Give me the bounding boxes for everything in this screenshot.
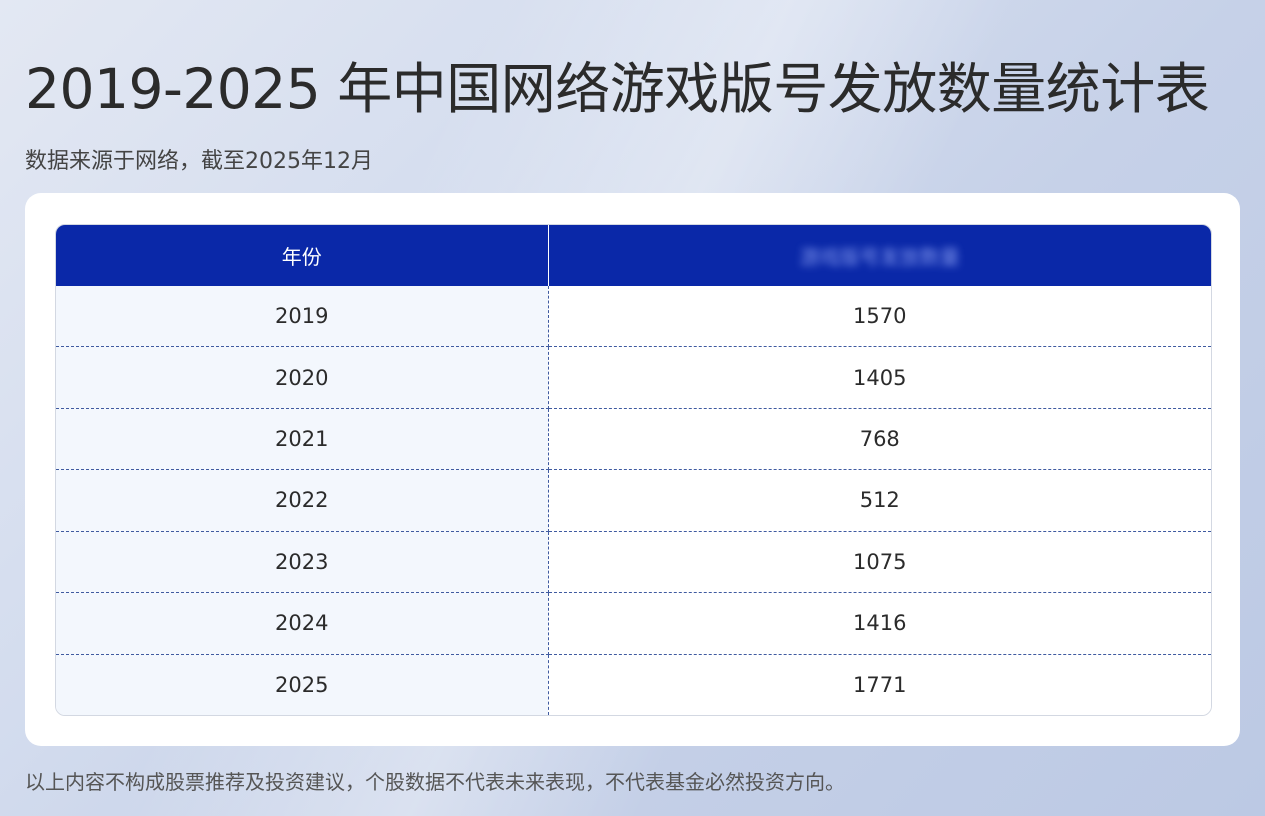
page-title: 2019-2025 年中国网络游戏版号发放数量统计表 bbox=[25, 57, 1210, 121]
page-subtitle: 数据来源于网络，截至2025年12月 bbox=[25, 149, 373, 174]
count-cell: 1771 bbox=[548, 654, 1211, 715]
table-row: 2025 1771 bbox=[56, 654, 1211, 715]
table-header-row: 年份 游戏版号发放数量 bbox=[56, 225, 1211, 286]
count-cell: 768 bbox=[548, 408, 1211, 471]
table-row: 2019 1570 bbox=[56, 286, 1211, 348]
table-row: 2021 768 bbox=[56, 408, 1211, 471]
column-header-count: 游戏版号发放数量 bbox=[548, 225, 1211, 286]
year-cell: 2021 bbox=[56, 408, 549, 471]
count-cell: 512 bbox=[548, 469, 1211, 532]
data-table: 年份 游戏版号发放数量 2019 1570 2020 1405 2021 768 bbox=[56, 225, 1211, 715]
count-cell: 1405 bbox=[548, 346, 1211, 409]
year-cell: 2024 bbox=[56, 592, 549, 655]
year-cell: 2025 bbox=[56, 654, 549, 715]
table-row: 2020 1405 bbox=[56, 346, 1211, 409]
table-container: 年份 游戏版号发放数量 2019 1570 2020 1405 2021 768 bbox=[55, 224, 1212, 716]
year-cell: 2023 bbox=[56, 531, 549, 594]
count-cell: 1416 bbox=[548, 592, 1211, 655]
table-card: 年份 游戏版号发放数量 2019 1570 2020 1405 2021 768 bbox=[25, 193, 1240, 746]
column-header-year: 年份 bbox=[56, 225, 549, 286]
column-header-count-label: 游戏版号发放数量 bbox=[799, 245, 960, 269]
count-cell: 1075 bbox=[548, 531, 1211, 594]
table-row: 2023 1075 bbox=[56, 531, 1211, 594]
year-cell: 2022 bbox=[56, 469, 549, 532]
count-cell: 1570 bbox=[548, 286, 1211, 348]
year-cell: 2020 bbox=[56, 346, 549, 409]
table-row: 2022 512 bbox=[56, 469, 1211, 532]
year-cell: 2019 bbox=[56, 286, 549, 348]
table-row: 2024 1416 bbox=[56, 592, 1211, 655]
disclaimer-text: 以上内容不构成股票推荐及投资建议，个股数据不代表未来表现，不代表基金必然投资方向… bbox=[25, 770, 845, 794]
